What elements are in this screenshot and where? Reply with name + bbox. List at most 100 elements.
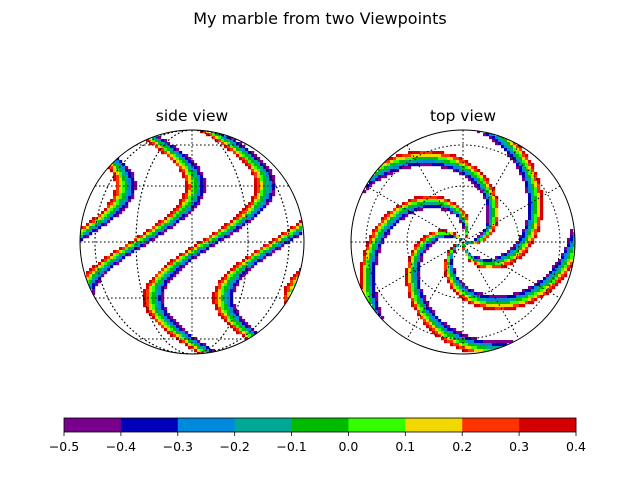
field-cell [492, 205, 496, 209]
field-cell [459, 331, 463, 335]
field-cell [104, 259, 108, 263]
field-cell [462, 298, 466, 302]
field-cell [161, 322, 165, 326]
field-cell [227, 298, 231, 302]
field-cell [185, 154, 189, 158]
field-cell [369, 277, 373, 281]
field-cell [164, 148, 168, 152]
field-cell [245, 256, 249, 260]
field-cell [489, 259, 493, 263]
field-cell [116, 175, 120, 179]
field-cell [537, 193, 541, 197]
field-cell [260, 184, 264, 188]
field-cell [531, 286, 535, 290]
field-cell [167, 154, 171, 158]
field-cell [507, 145, 511, 149]
field-cell [552, 286, 556, 290]
field-cell [519, 250, 523, 254]
field-cell [462, 163, 466, 167]
field-cell [152, 232, 156, 236]
field-cell [522, 160, 526, 164]
field-cell [426, 196, 430, 200]
field-cell [453, 211, 457, 215]
field-cell [245, 328, 249, 332]
field-cell [227, 286, 231, 290]
field-cell [435, 157, 439, 161]
field-cell [116, 166, 120, 170]
field-cell [366, 283, 370, 287]
field-cell [525, 169, 529, 173]
field-cell [158, 304, 162, 308]
field-cell [161, 298, 165, 302]
field-cell [465, 334, 469, 338]
field-cell [110, 259, 114, 263]
field-cell [459, 172, 463, 176]
field-cell [507, 259, 511, 263]
field-cell [275, 247, 279, 251]
field-cell [221, 298, 225, 302]
field-cell [549, 283, 553, 287]
field-cell [233, 142, 237, 146]
field-cell [525, 289, 529, 293]
field-cell [155, 145, 159, 149]
field-cell [450, 256, 454, 260]
field-cell [155, 226, 159, 230]
field-cell [155, 286, 159, 290]
field-cell [188, 259, 192, 263]
field-cell [149, 280, 153, 284]
field-cell [251, 334, 255, 338]
field-cell [110, 205, 114, 209]
field-cell [570, 244, 574, 248]
field-cell [537, 181, 541, 185]
field-cell [378, 175, 382, 179]
field-cell [447, 268, 451, 272]
field-cell [179, 208, 183, 212]
field-cell [570, 247, 574, 251]
field-cell [230, 310, 234, 314]
field-cell [522, 289, 526, 293]
field-cell [519, 298, 523, 302]
field-cell [239, 142, 243, 146]
field-cell [537, 184, 541, 188]
field-cell [429, 313, 433, 317]
field-cell [245, 337, 249, 341]
field-cell [417, 151, 421, 155]
field-cell [146, 289, 150, 293]
field-cell [257, 211, 261, 215]
field-cell [152, 316, 156, 320]
field-cell [441, 322, 445, 326]
field-cell [429, 238, 433, 242]
field-cell [221, 283, 225, 287]
field-cell [444, 322, 448, 326]
field-cell [227, 142, 231, 146]
field-cell [489, 301, 493, 305]
field-cell [558, 268, 562, 272]
field-cell [375, 232, 379, 236]
field-cell [417, 262, 421, 266]
field-cell [167, 268, 171, 272]
field-cell [486, 208, 490, 212]
field-cell [179, 256, 183, 260]
field-cell [257, 208, 261, 212]
field-cell [411, 199, 415, 203]
field-cell [564, 274, 568, 278]
field-cell [182, 208, 186, 212]
field-cell [128, 241, 132, 245]
field-cell [429, 196, 433, 200]
field-cell [113, 163, 117, 167]
field-cell [438, 202, 442, 206]
field-cell [468, 301, 472, 305]
field-cell [516, 157, 520, 161]
field-cell [438, 163, 442, 167]
field-cell [260, 172, 264, 176]
field-cell [504, 307, 508, 311]
field-cell [212, 349, 216, 353]
field-cell [513, 304, 517, 308]
field-cell [525, 157, 529, 161]
field-cell [531, 235, 535, 239]
field-cell [248, 202, 252, 206]
field-cell [191, 343, 195, 347]
field-cell [104, 223, 108, 227]
field-cell [161, 307, 165, 311]
